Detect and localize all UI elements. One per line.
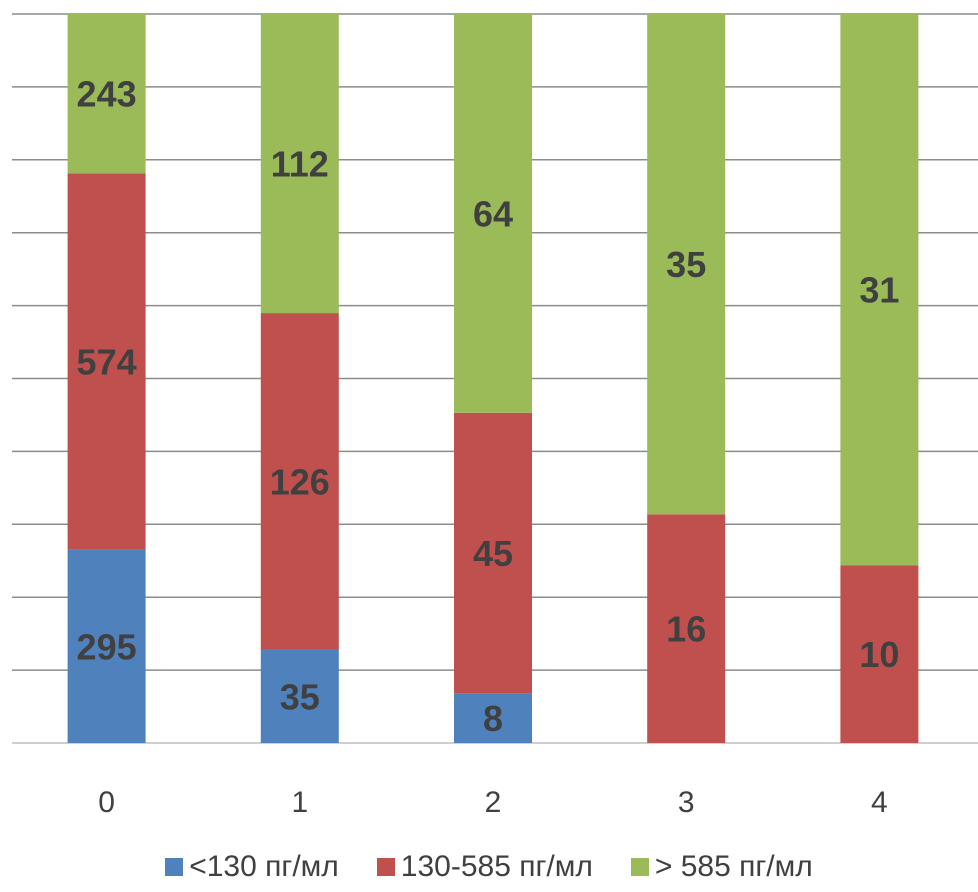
data-label: 35 — [666, 244, 706, 285]
bar-segment — [260, 14, 339, 314]
bar-segment — [454, 693, 532, 743]
x-tick-label: 2 — [485, 786, 502, 819]
legend-swatch-1 — [376, 858, 395, 876]
bar-segment — [67, 14, 146, 174]
data-label: 16 — [666, 609, 706, 650]
data-label: 295 — [77, 626, 137, 667]
legend-label-1: 130-585 пг/мл — [400, 850, 593, 883]
bar-segment — [67, 173, 146, 550]
legend-label-0: <130 пг/мл — [189, 850, 339, 883]
stacked-bar-chart: 295 574 243 0 35 126 112 1 8 45 64 2 16 35 3 10 31 4 — [12, 13, 978, 819]
bar-segment — [454, 412, 532, 694]
data-label: 112 — [271, 144, 329, 185]
legend-item: <130 пг/мл — [165, 850, 339, 884]
legend-label-2: > 585 пг/мл — [654, 850, 813, 883]
bar-segment — [260, 313, 339, 650]
bar-segment — [260, 649, 339, 743]
bar-segment — [67, 549, 146, 743]
x-tick-label: 0 — [98, 786, 115, 819]
bar-segment — [840, 14, 919, 566]
data-label: 35 — [280, 676, 320, 717]
x-tick-label: 1 — [291, 786, 308, 819]
bar-segment — [647, 14, 726, 515]
data-label: 64 — [473, 193, 513, 234]
legend-swatch-0 — [165, 858, 184, 876]
legend: <130 пг/мл 130-585 пг/мл > 585 пг/мл — [0, 850, 978, 884]
legend-swatch-2 — [630, 858, 649, 876]
data-label: 45 — [473, 533, 513, 574]
data-label: 126 — [270, 461, 330, 502]
data-label: 8 — [483, 698, 503, 739]
x-tick-label: 4 — [871, 786, 888, 819]
data-label: 243 — [77, 74, 137, 115]
bar-segment — [647, 514, 726, 743]
legend-item: 130-585 пг/мл — [376, 850, 593, 884]
bar-segment — [840, 565, 919, 743]
data-label: 10 — [859, 634, 899, 675]
x-tick-label: 3 — [678, 786, 695, 819]
legend-item: > 585 пг/мл — [630, 850, 813, 884]
data-label: 574 — [77, 341, 137, 382]
bar-segment — [454, 14, 532, 413]
data-label: 31 — [859, 270, 899, 311]
